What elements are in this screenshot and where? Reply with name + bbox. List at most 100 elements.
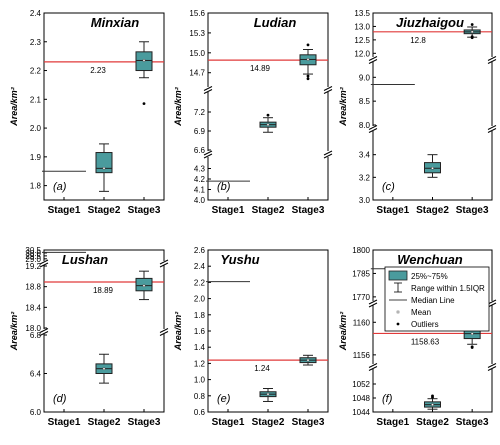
x-tick-label: Stage2 [252, 417, 285, 428]
x-tick-label: Stage2 [416, 205, 449, 216]
axis-break-mark [39, 328, 49, 333]
axis-break-gap [487, 364, 497, 369]
reference-median-label: 1158.63 [411, 337, 440, 346]
axis-break-mark [323, 153, 333, 159]
y-tick-label: 2.0 [30, 124, 42, 133]
axis-break-gap [368, 57, 378, 62]
axis-break-gap [323, 87, 333, 92]
y-tick-label: 18.0 [25, 324, 41, 333]
y-tick-label: 2.6 [194, 246, 206, 255]
y-tick-label: 1.4 [194, 343, 206, 352]
axis-break-mark [159, 262, 169, 268]
y-tick-label: 6.9 [194, 127, 206, 136]
axis-break-mark [487, 366, 497, 371]
y-axis-label: Area/km² [338, 311, 348, 352]
y-tick-label: 0.6 [194, 408, 206, 417]
x-tick-label: Stage3 [456, 417, 489, 428]
y-tick-label: 18.8 [25, 283, 41, 292]
reference-median-label: 14.89 [250, 64, 271, 73]
panel-title: Wenchuan [397, 252, 463, 267]
box-mean [142, 59, 146, 62]
box-mean [431, 167, 434, 170]
axis-break-gap [368, 301, 378, 305]
x-tick-label: Stage2 [416, 417, 449, 428]
y-tick-label: 1044 [352, 408, 370, 417]
axis-break-mark [487, 128, 497, 133]
y-tick-label: 1.9 [30, 153, 42, 162]
legend-entry: Median Line [411, 296, 455, 305]
y-axis-label: Area/km² [173, 311, 183, 352]
legend-swatch-box [388, 270, 408, 281]
y-tick-label: 13.0 [354, 22, 370, 31]
x-tick-label: Stage1 [48, 417, 81, 428]
y-tick-label: 2.2 [30, 67, 42, 76]
outlier-point [470, 36, 474, 40]
panel-minxian: 1.8 1.9 2.0 2.1 2.2 2.3 2.4 Stage1 Stage2 Stage3 2… [9, 9, 165, 216]
axis-break-mark [368, 128, 378, 133]
y-tick-label: 2.2 [194, 278, 206, 287]
y-tick-label: 18.4 [25, 303, 41, 312]
legend-entry: Outliers [411, 320, 439, 329]
axis-break-gap [203, 87, 213, 92]
y-tick-label: 6.8 [30, 331, 42, 340]
y-tick-label: 1.8 [194, 311, 206, 320]
panel-ludian: 4.04.1 4.24.3 6.6 6.9 7.2 14.7 15.0 15.3 15.6 Sta… [173, 9, 333, 216]
axis-break-gap [159, 261, 169, 265]
y-tick-label: 19.2 [25, 262, 41, 271]
y-tick-label: 4.1 [194, 186, 206, 195]
axis-break-gap [368, 364, 378, 369]
y-tick-label: 8.0 [359, 121, 371, 130]
axis-break-mark [368, 299, 378, 305]
reference-median-label: 12.8 [410, 36, 426, 45]
axis-break-gap [487, 57, 497, 62]
outlier-point [306, 77, 310, 81]
x-tick-label: Stage2 [88, 205, 121, 216]
axis-break-gap [159, 329, 169, 334]
legend: 25%~75% Range within 1.5IQR Median Line Mea… [384, 266, 490, 332]
panel-label: (f) [382, 393, 393, 405]
reference-median-label: 1.24 [254, 364, 270, 373]
axis-break-mark [203, 89, 213, 94]
axis-break-mark [159, 328, 169, 333]
y-tick-label: 8.5 [359, 97, 371, 106]
axis-break-mark [487, 363, 497, 368]
x-tick-label: Stage3 [456, 205, 489, 216]
axis-break-mark [323, 150, 333, 156]
y-axis-label: Area/km² [338, 86, 348, 127]
x-tick-label: Stage1 [212, 417, 245, 428]
outlier-point [470, 346, 474, 349]
axis-break-gap [203, 151, 213, 157]
axis-break-mark [368, 56, 378, 61]
axis-break-mark [368, 366, 378, 371]
y-tick-label: 1156 [353, 351, 371, 360]
axis-break-mark [368, 125, 378, 130]
y-tick-label: 2.4 [30, 9, 42, 18]
y-tick-label: 29.0 [25, 255, 41, 264]
axis-break-gap [323, 151, 333, 157]
x-tick-label: Stage2 [88, 417, 121, 428]
x-tick-label: Stage3 [292, 417, 325, 428]
legend-swatch-outlier [396, 322, 400, 326]
axis-break-mark [323, 89, 333, 94]
box-mean [102, 167, 106, 170]
y-tick-label: 29.5 [25, 252, 41, 261]
box-mean [102, 367, 106, 370]
y-tick-label: 12.5 [354, 36, 370, 45]
y-tick-label: 6.6 [194, 146, 206, 155]
y-tick-label: 15.0 [189, 49, 205, 58]
y-tick-label: 1800 [352, 246, 370, 255]
box-iqr [95, 152, 113, 174]
outlier-point [306, 43, 310, 47]
x-tick-label: Stage1 [376, 417, 409, 428]
y-tick-label: 1.8 [30, 182, 42, 191]
y-axis-label: Area/km² [9, 86, 19, 127]
y-tick-label: 30.5 [25, 246, 41, 255]
y-tick-label: 3.2 [359, 173, 371, 182]
panel-lushan: 6.0 6.4 6.818.0 18.4 18.8 19.229.029.530.030.… [9, 246, 169, 428]
axis-break-mark [487, 56, 497, 61]
axis-break-mark [487, 59, 497, 64]
panel-title: Jiuzhaigou [396, 15, 464, 30]
y-tick-label: 1.0 [194, 376, 206, 385]
y-tick-label: 1160 [353, 318, 371, 327]
